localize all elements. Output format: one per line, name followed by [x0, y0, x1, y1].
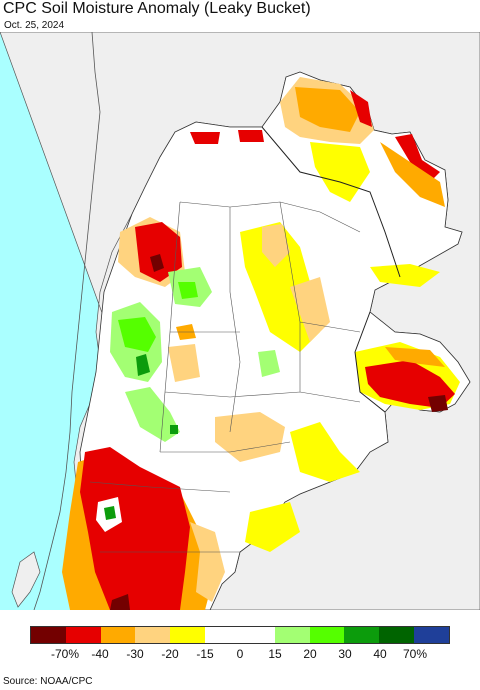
chile-coast [33, 32, 101, 610]
patch-wet-3 [125, 387, 180, 442]
legend-tick: -30 [126, 647, 144, 661]
patch-dry-east-orange [380, 142, 445, 207]
legend-swatch [170, 627, 206, 643]
legend-ticks: -70% -40 -30 -20 -15 0 15 20 30 40 70% [30, 647, 450, 661]
patch-tan-center2 [290, 277, 330, 342]
map-date: Oct. 25, 2024 [4, 20, 65, 31]
patch-uruguay-darkred [428, 395, 448, 412]
legend-tick: -20 [161, 647, 179, 661]
patch-wet-3b [170, 425, 178, 434]
patch-red-west [135, 222, 182, 282]
legend-tick: 70% [402, 647, 428, 661]
patch-uruguay-orange [385, 347, 445, 367]
legend-tick: 0 [236, 647, 244, 661]
legend-swatch [309, 627, 345, 643]
legend-swatch [414, 627, 449, 643]
patch-dry-east-red [395, 134, 440, 182]
legend-swatch [205, 627, 240, 643]
patch-wet-2b [118, 317, 156, 352]
patch-patagonia-green [104, 506, 116, 520]
legend-swatch [274, 627, 310, 643]
patch-red-north-edge [190, 132, 220, 144]
country-borders [261, 126, 401, 413]
anomaly-patches [62, 77, 460, 610]
legend-bar [30, 626, 450, 644]
legend-swatch [31, 627, 66, 643]
patch-uruguay-red [365, 360, 455, 408]
legend-tick: -15 [196, 647, 214, 661]
patch-yellow-coast [245, 502, 300, 552]
patch-yellow-east [370, 264, 440, 287]
legend-tick: 15 [268, 647, 282, 661]
patch-red-north-edge2 [238, 130, 264, 142]
legend-swatch [379, 627, 415, 643]
patch-darkred-west [150, 254, 164, 272]
patch-tan-small [168, 344, 200, 382]
patch-tan-center [262, 224, 290, 267]
legend-tick: 20 [303, 647, 317, 661]
patch-wet-2c [136, 354, 150, 376]
legend-tick: -40 [91, 647, 109, 661]
chile-islands [11, 551, 41, 608]
patch-patagonia-tan [190, 522, 225, 602]
patch-wet-1b [178, 282, 198, 299]
legend-swatch [65, 627, 101, 643]
legend-tick: 40 [373, 647, 387, 661]
anomaly-map [0, 32, 480, 610]
legend-swatch [344, 627, 380, 643]
patch-yellow-south-center [290, 422, 360, 482]
legend-swatch [135, 627, 171, 643]
source-note: Source: NOAA/CPC [3, 676, 93, 687]
map-title: CPC Soil Moisture Anomaly (Leaky Bucket) [3, 0, 311, 17]
patch-tan-south-center [215, 412, 285, 462]
patch-dry-north-orange [295, 87, 360, 132]
patch-dry-ne-red [350, 90, 372, 127]
legend-swatch [239, 627, 275, 643]
legend-tick: -70% [50, 647, 80, 661]
patch-yellow-center [240, 222, 320, 352]
legend-tick: 30 [338, 647, 352, 661]
patch-wet-4 [258, 350, 280, 377]
legend-swatch [100, 627, 136, 643]
province-borders [89, 201, 361, 553]
patch-patagonia-darkred [110, 594, 130, 610]
